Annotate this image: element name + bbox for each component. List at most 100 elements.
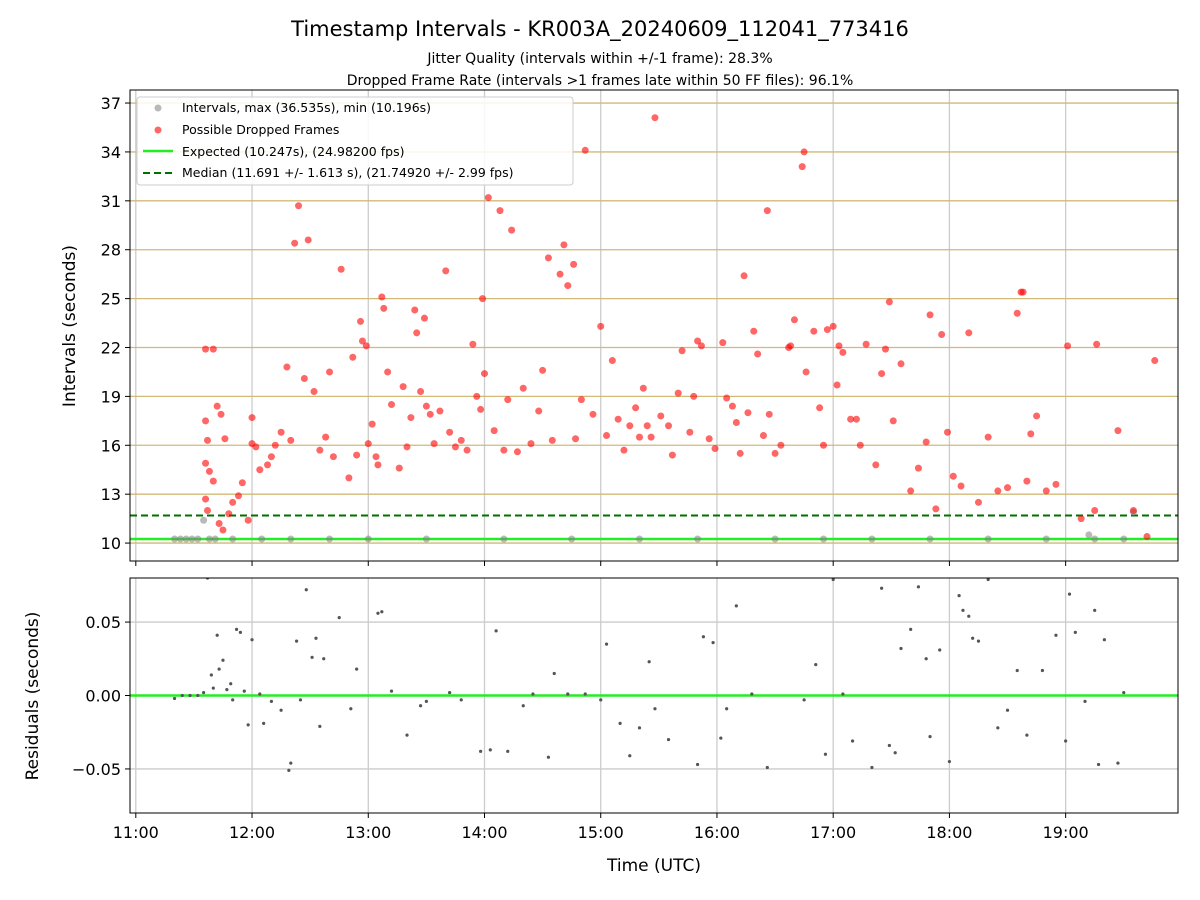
dropped-frame-point	[457, 436, 465, 444]
dropped-frame-point	[519, 384, 527, 392]
dropped-frame-point	[1052, 480, 1060, 488]
residual-point	[355, 667, 359, 671]
dropped-frame-point	[820, 441, 828, 449]
residual-point	[488, 748, 492, 752]
interval-point	[326, 535, 334, 543]
residual-point	[647, 660, 651, 664]
dropped-frame-point	[581, 146, 589, 154]
interval-point	[194, 535, 202, 543]
dropped-frame-point	[384, 368, 392, 376]
interval-point	[182, 535, 190, 543]
residual-point	[269, 699, 274, 703]
dropped-frame-point	[244, 516, 252, 524]
dropped-frame-point	[316, 446, 324, 454]
residual-point	[938, 648, 942, 652]
residual-point	[887, 743, 891, 748]
dropped-frame-point	[469, 340, 477, 348]
dropped-frame-point	[420, 314, 428, 322]
residual-point	[666, 737, 671, 742]
dropped-frame-point	[463, 446, 471, 454]
residual-point	[258, 692, 262, 696]
dropped-frame-point	[711, 445, 719, 453]
interval-point	[1091, 535, 1099, 543]
dropped-frame-point	[446, 428, 454, 436]
residual-point	[180, 693, 184, 698]
residual-point	[1040, 668, 1044, 673]
interval-point	[694, 535, 702, 543]
dropped-frame-point	[823, 326, 831, 334]
x-tick-label: 11:00	[113, 823, 159, 842]
residual-point	[262, 721, 266, 726]
dropped-frame-point	[705, 435, 713, 443]
dropped-frame-point	[889, 417, 897, 425]
dropped-frame-point	[480, 370, 488, 378]
dropped-frame-point	[407, 414, 415, 422]
residual-point	[996, 726, 1000, 730]
residual-point	[899, 646, 903, 651]
dropped-frame-point	[221, 435, 229, 443]
residual-point	[546, 755, 551, 759]
dropped-frame-point	[668, 451, 676, 459]
residual-point	[448, 690, 452, 695]
x-tick-label: 19:00	[1043, 823, 1089, 842]
dropped-frame-point	[378, 293, 386, 301]
residual-point	[380, 610, 384, 614]
interval-point	[926, 535, 934, 543]
dropped-frame-point	[202, 417, 210, 425]
dropped-frame-point	[1114, 427, 1122, 435]
dropped-frame-point	[771, 449, 779, 457]
x-tick-label: 18:00	[926, 823, 972, 842]
dropped-frame-point	[647, 433, 655, 441]
residual-point	[870, 765, 874, 770]
residual-point	[583, 692, 587, 696]
residual-point	[310, 655, 314, 659]
dropped-frame-point	[974, 498, 982, 506]
residual-point	[947, 759, 952, 764]
residual-point	[521, 704, 525, 708]
dropped-frame-point	[1093, 340, 1101, 348]
residual-point	[1015, 668, 1019, 673]
residual-point	[238, 630, 243, 634]
legend-dropped-marker	[154, 126, 162, 134]
intervals-axes: 10 13 16 19 22 25 28 31 34 37 Intervals (seconds)…	[60, 89, 1179, 566]
interval-point	[229, 535, 237, 543]
interval-point	[635, 535, 643, 543]
dropped-frame-point	[620, 446, 628, 454]
residual-point	[957, 594, 961, 598]
x-tick-label: 13:00	[345, 823, 391, 842]
interval-point	[568, 535, 576, 543]
residual-point	[188, 693, 192, 698]
dropped-frame-point	[353, 451, 361, 459]
dropped-frame-point	[202, 459, 210, 467]
residual-point	[734, 604, 738, 608]
interval-point	[1042, 535, 1050, 543]
dropped-frame-point	[504, 396, 512, 404]
dropped-frame-point	[632, 404, 640, 412]
intervals-points	[171, 114, 1159, 543]
residuals-y-axis-label: Residuals (seconds)	[23, 612, 43, 781]
dropped-frame-point	[881, 345, 889, 353]
intervals-y-axis-label: Intervals (seconds)	[60, 245, 80, 407]
dropped-frame-point	[626, 422, 634, 430]
residual-point	[841, 692, 845, 696]
dropped-frame-point	[357, 317, 365, 325]
residual-point	[1096, 762, 1101, 767]
dropped-frame-point	[835, 342, 843, 350]
dropped-frame-point	[897, 360, 905, 368]
dropped-frame-point	[436, 407, 444, 415]
dropped-frame-point	[271, 441, 279, 449]
dropped-frame-point	[833, 381, 841, 389]
interval-point	[422, 535, 430, 543]
dropped-frame-point	[264, 461, 272, 469]
residual-point	[221, 658, 225, 662]
dropped-frame-point	[368, 420, 376, 428]
dropped-frame-point	[203, 506, 211, 514]
interval-point	[364, 535, 372, 543]
residual-point	[711, 641, 715, 645]
dropped-frame-point	[1023, 477, 1031, 485]
dropped-frame-point	[856, 441, 864, 449]
dropped-frame-point	[800, 148, 808, 156]
dropped-frame-point	[657, 412, 665, 420]
dropped-frame-point	[310, 388, 318, 396]
dropped-frame-point	[295, 202, 303, 210]
